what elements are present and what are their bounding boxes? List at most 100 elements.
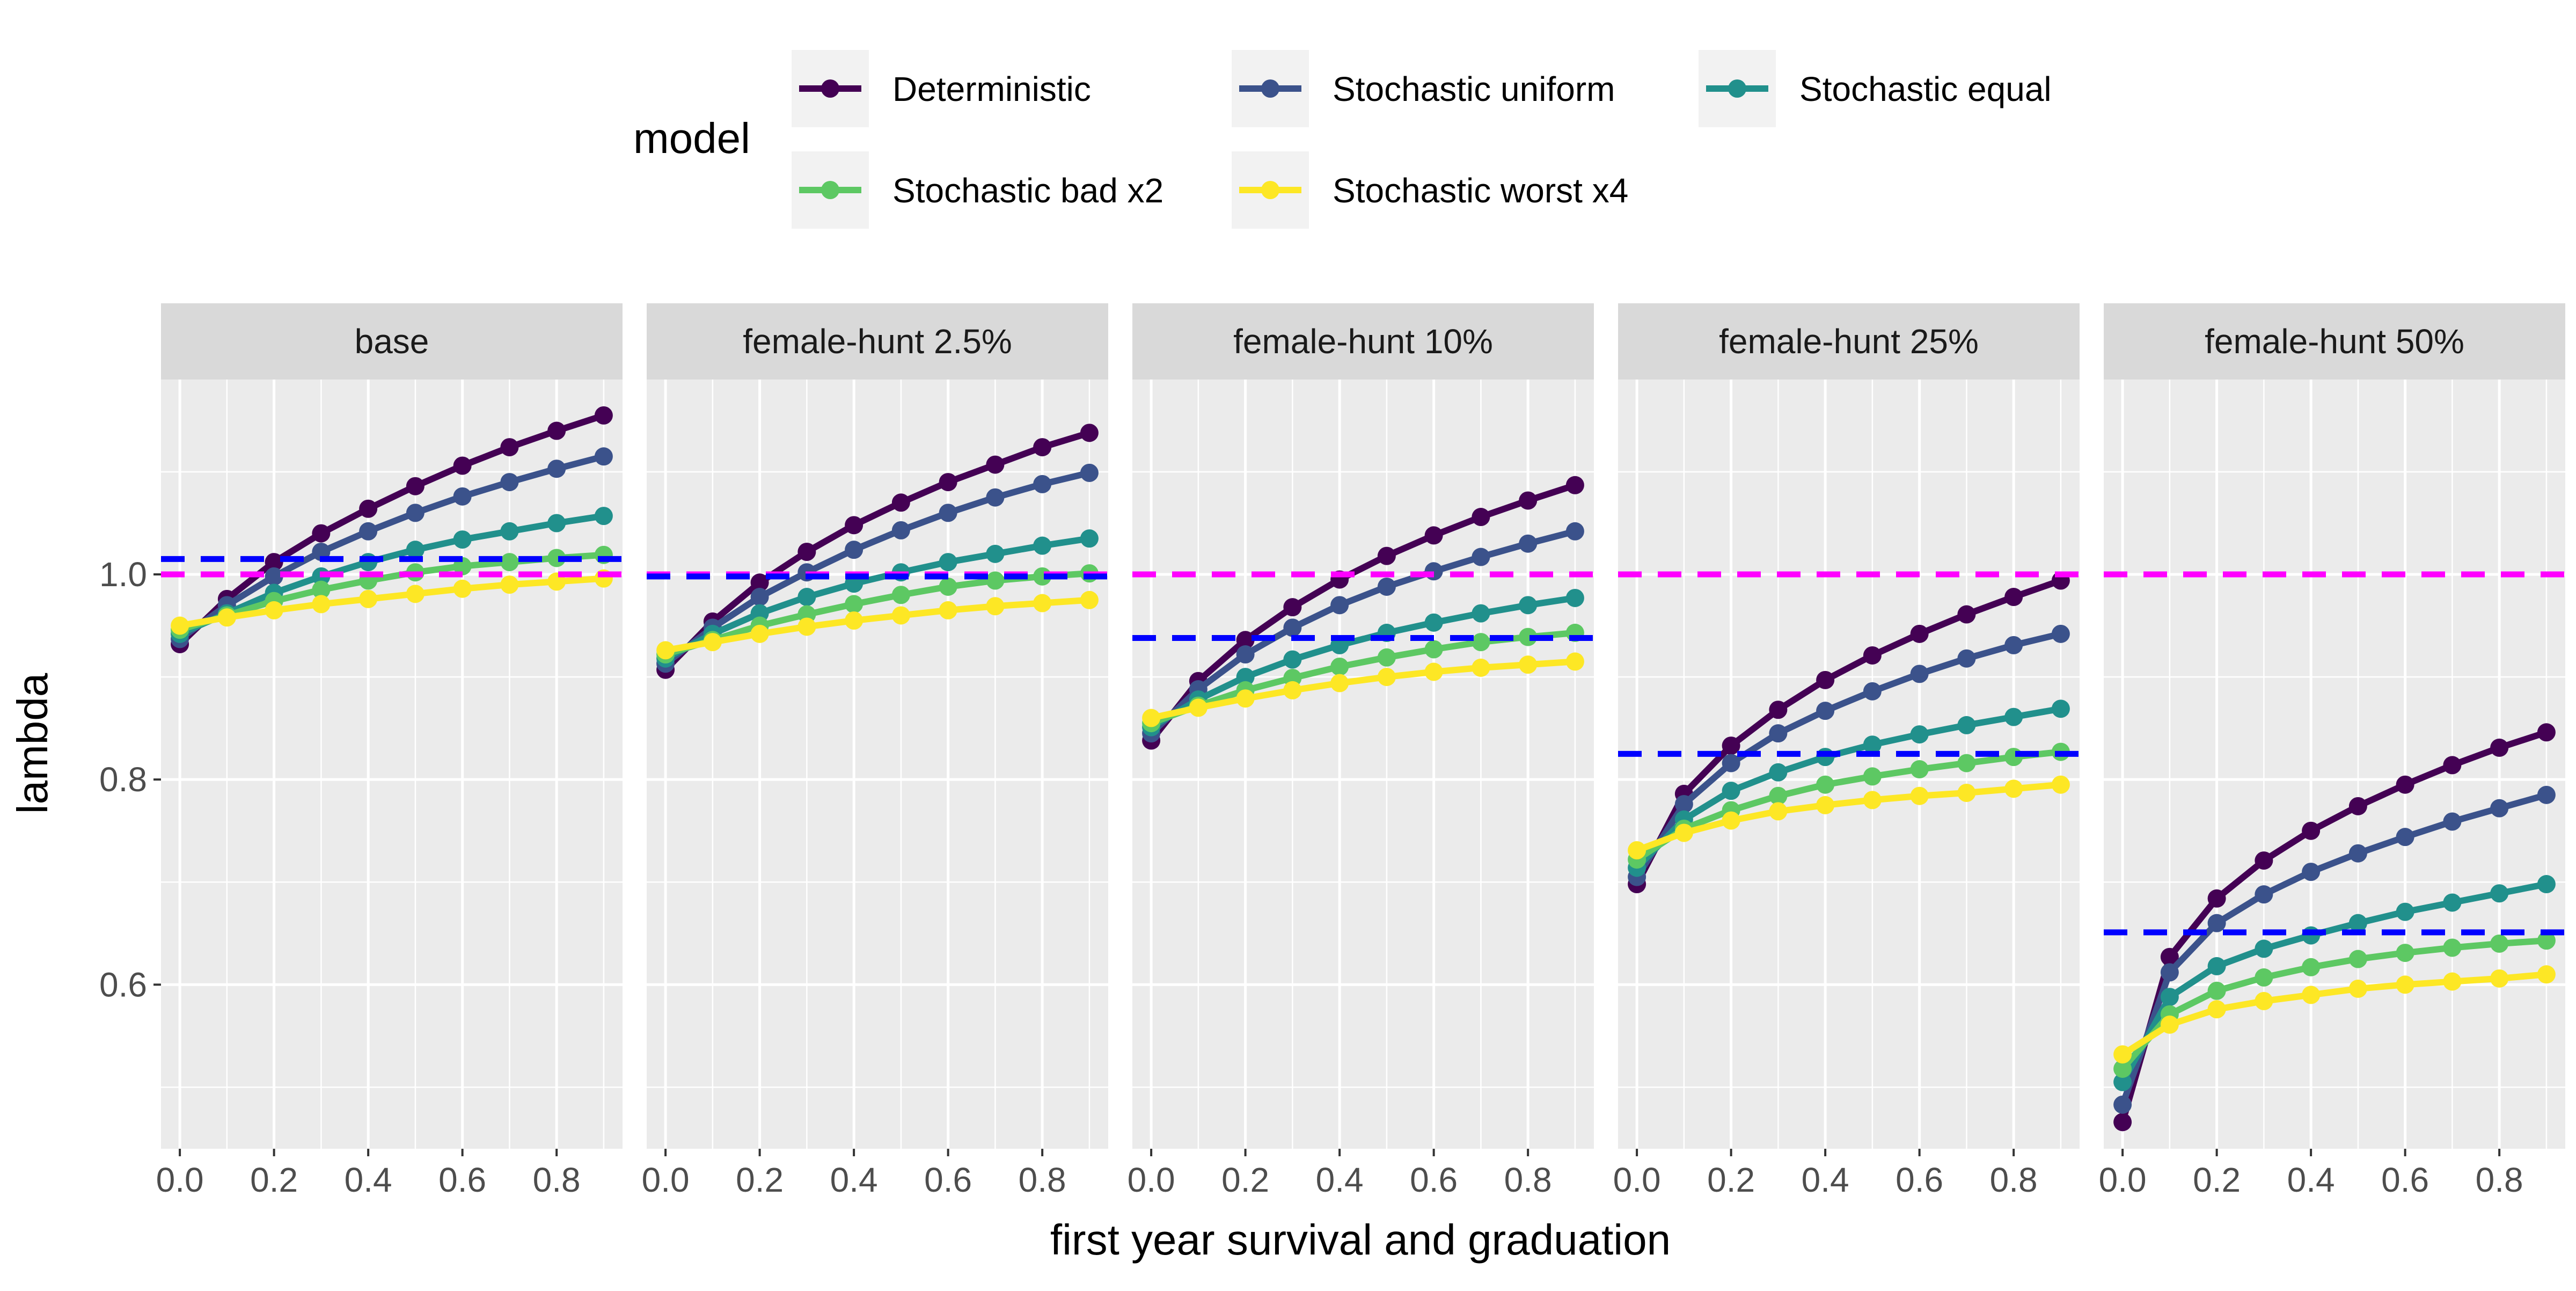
x-tick-label: 0.2 — [250, 1161, 298, 1199]
y-tick-label: 1.0 — [99, 555, 147, 594]
data-point — [1142, 709, 1161, 727]
series-line — [662, 469, 1093, 667]
series-line — [1634, 630, 2064, 880]
data-point — [312, 595, 331, 614]
data-point — [1283, 650, 1302, 669]
data-point — [1565, 476, 1584, 494]
series-line — [662, 535, 1093, 662]
data-point — [797, 542, 816, 561]
legend-point — [1261, 79, 1279, 98]
x-tick-label: 0.4 — [830, 1161, 878, 1199]
data-point — [1910, 786, 1929, 805]
data-point — [656, 641, 675, 660]
data-point — [1816, 702, 1835, 720]
legend-point — [821, 79, 839, 98]
series-stochastic-equal — [2113, 875, 2556, 1091]
data-point — [845, 595, 863, 614]
data-point — [500, 522, 519, 541]
x-tick-label: 0.8 — [1504, 1161, 1552, 1199]
data-point — [1565, 652, 1584, 671]
data-point — [1424, 613, 1443, 632]
data-point — [406, 477, 425, 495]
data-point — [891, 606, 910, 625]
data-point — [1910, 760, 1929, 779]
panel-strip — [1618, 303, 2080, 380]
data-point — [1957, 783, 1976, 802]
legend-label: Deterministic — [892, 70, 1091, 108]
x-tick-label: 0.4 — [1316, 1161, 1364, 1199]
panel-title: female-hunt 2.5% — [743, 322, 1012, 361]
data-point — [1472, 508, 1490, 527]
data-point — [2004, 779, 2023, 798]
data-point — [2302, 926, 2321, 945]
panel-base: base 0.0 0.2 0.4 0.6 0.8 — [156, 303, 623, 1199]
data-point — [1957, 754, 1976, 772]
legend: model Deterministic Stochastic uniform Stoc… — [633, 50, 2052, 229]
x-tick-label: 0.6 — [1410, 1161, 1458, 1199]
data-point — [1910, 624, 1929, 643]
data-point — [1377, 648, 1396, 667]
panel-female-hunt-25: female-hunt 25% 0.0 0.2 0.4 0.6 0.8 — [1613, 303, 2080, 1199]
data-point — [1816, 670, 1835, 689]
panel-title: female-hunt 25% — [1719, 322, 1979, 361]
series-line — [1148, 528, 1578, 737]
data-point — [2255, 885, 2273, 904]
data-point — [2443, 938, 2462, 957]
data-point — [500, 553, 519, 572]
axes: lambda first year survival and graduatio… — [9, 555, 1671, 1264]
data-point — [2348, 797, 2367, 815]
data-point — [2302, 821, 2321, 840]
data-point — [1816, 775, 1835, 794]
series-line — [2119, 937, 2550, 1072]
data-point — [891, 521, 910, 539]
data-point — [453, 487, 472, 506]
data-point — [1283, 618, 1302, 637]
data-point — [406, 504, 425, 522]
panel-background — [2104, 380, 2565, 1149]
data-point — [312, 524, 331, 543]
data-point — [594, 406, 613, 425]
legend-label: Stochastic equal — [1799, 70, 2052, 108]
data-point — [1863, 791, 1882, 809]
data-point — [1424, 640, 1443, 659]
data-point — [547, 459, 566, 478]
data-point — [2396, 828, 2414, 847]
data-point — [2255, 968, 2273, 987]
data-point — [547, 549, 566, 567]
x-tick-label: 0.4 — [345, 1161, 392, 1199]
data-point — [1816, 748, 1835, 767]
data-point — [2537, 723, 2556, 742]
data-point — [1080, 590, 1099, 609]
data-point — [986, 544, 1005, 563]
series-line — [1148, 594, 1578, 731]
series-stochastic-uniform — [171, 447, 613, 648]
data-point — [2113, 1073, 2132, 1091]
data-point — [1377, 577, 1396, 596]
legend-label: Stochastic worst x4 — [1333, 171, 1628, 210]
data-point — [845, 541, 863, 559]
series-line — [1634, 748, 2064, 863]
data-point — [2207, 914, 2226, 932]
data-point — [1519, 491, 1538, 510]
data-point — [1472, 548, 1490, 566]
data-point — [1236, 645, 1255, 664]
data-point — [2051, 775, 2070, 794]
x-tick-label: 0.4 — [1802, 1161, 1849, 1199]
data-point — [2302, 958, 2321, 976]
panel-female-hunt-2-5: female-hunt 2.5% 0.0 0.2 0.4 0.6 0.8 — [642, 303, 1108, 1199]
series-line — [177, 412, 607, 647]
data-point — [2490, 884, 2509, 903]
legend-point — [1261, 181, 1279, 199]
data-point — [359, 499, 378, 518]
data-point — [939, 577, 957, 596]
data-point — [2396, 902, 2414, 921]
data-point — [2113, 1095, 2132, 1114]
legend-point — [821, 181, 839, 199]
data-point — [1816, 796, 1835, 814]
data-point — [1565, 588, 1584, 607]
data-point — [2207, 889, 2226, 908]
series-stochastic-bad-x2 — [2113, 931, 2556, 1078]
data-point — [1033, 475, 1052, 493]
data-point — [750, 624, 769, 643]
data-point — [2490, 934, 2509, 953]
